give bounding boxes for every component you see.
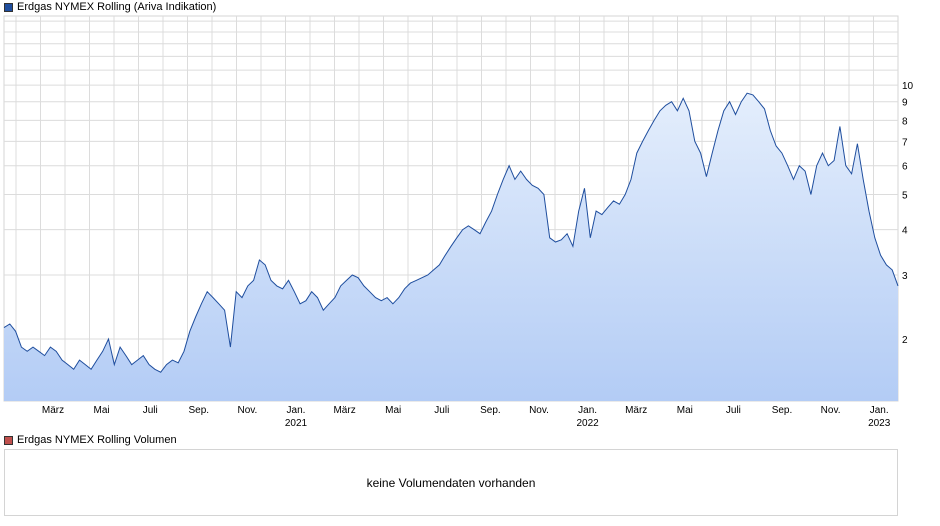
x-month-label: Juli: [143, 405, 158, 416]
volume-panel: keine Volumendaten vorhanden: [4, 449, 898, 516]
y-tick-label: 8: [902, 116, 908, 127]
x-month-label: Mai: [94, 405, 110, 416]
volume-legend-label: Erdgas NYMEX Rolling Volumen: [17, 434, 177, 446]
x-month-label: Mai: [385, 405, 401, 416]
x-year-label: 2022: [576, 418, 599, 429]
x-year-label: 2021: [285, 418, 308, 429]
y-tick-label: 9: [902, 98, 908, 109]
x-month-label: Nov.: [529, 405, 549, 416]
y-tick-label: 3: [902, 271, 908, 282]
volume-empty-message: keine Volumendaten vorhanden: [366, 475, 536, 490]
x-month-label: Sep.: [772, 405, 793, 416]
y-tick-label: 7: [902, 137, 908, 148]
y-tick-label: 6: [902, 162, 908, 173]
x-month-label: Jan.: [287, 405, 306, 416]
x-month-label: Juli: [434, 405, 449, 416]
x-month-label: März: [42, 405, 64, 416]
x-year-label: 2023: [868, 418, 891, 429]
volume-legend-swatch: [4, 435, 13, 445]
x-month-label: Sep.: [480, 405, 501, 416]
price-line: [3, 92, 899, 373]
y-tick-label: 10: [902, 81, 914, 92]
x-month-label: Jan.: [578, 405, 597, 416]
y-axis-ticks: 2 3 4 5 6 7 8 9 10: [902, 81, 914, 346]
y-tick-label: 5: [902, 190, 908, 201]
x-month-label: Mai: [677, 405, 693, 416]
price-legend-swatch: [4, 2, 13, 12]
price-legend-label: Erdgas NYMEX Rolling (Ariva Indikation): [17, 1, 217, 13]
x-axis-ticks: März Mai Juli Sep. Nov. Jan. März Mai Juli Sep. No…: [42, 405, 891, 429]
price-legend: Erdgas NYMEX Rolling (Ariva Indikation): [4, 0, 216, 14]
x-month-label: Jan.: [870, 405, 889, 416]
x-month-label: Nov.: [821, 405, 841, 416]
price-chart: 2 3 4 5 6 7 8 9 10 März Mai Juli Sep. Nov. Jan. März Ma…: [3, 15, 914, 429]
volume-legend: Erdgas NYMEX Rolling Volumen: [4, 433, 177, 447]
x-month-label: Nov.: [237, 405, 257, 416]
x-month-label: März: [333, 405, 355, 416]
x-month-label: Juli: [726, 405, 741, 416]
y-tick-label: 2: [902, 335, 908, 346]
x-month-label: Sep.: [189, 405, 210, 416]
y-tick-label: 4: [902, 226, 908, 237]
x-month-label: März: [625, 405, 647, 416]
